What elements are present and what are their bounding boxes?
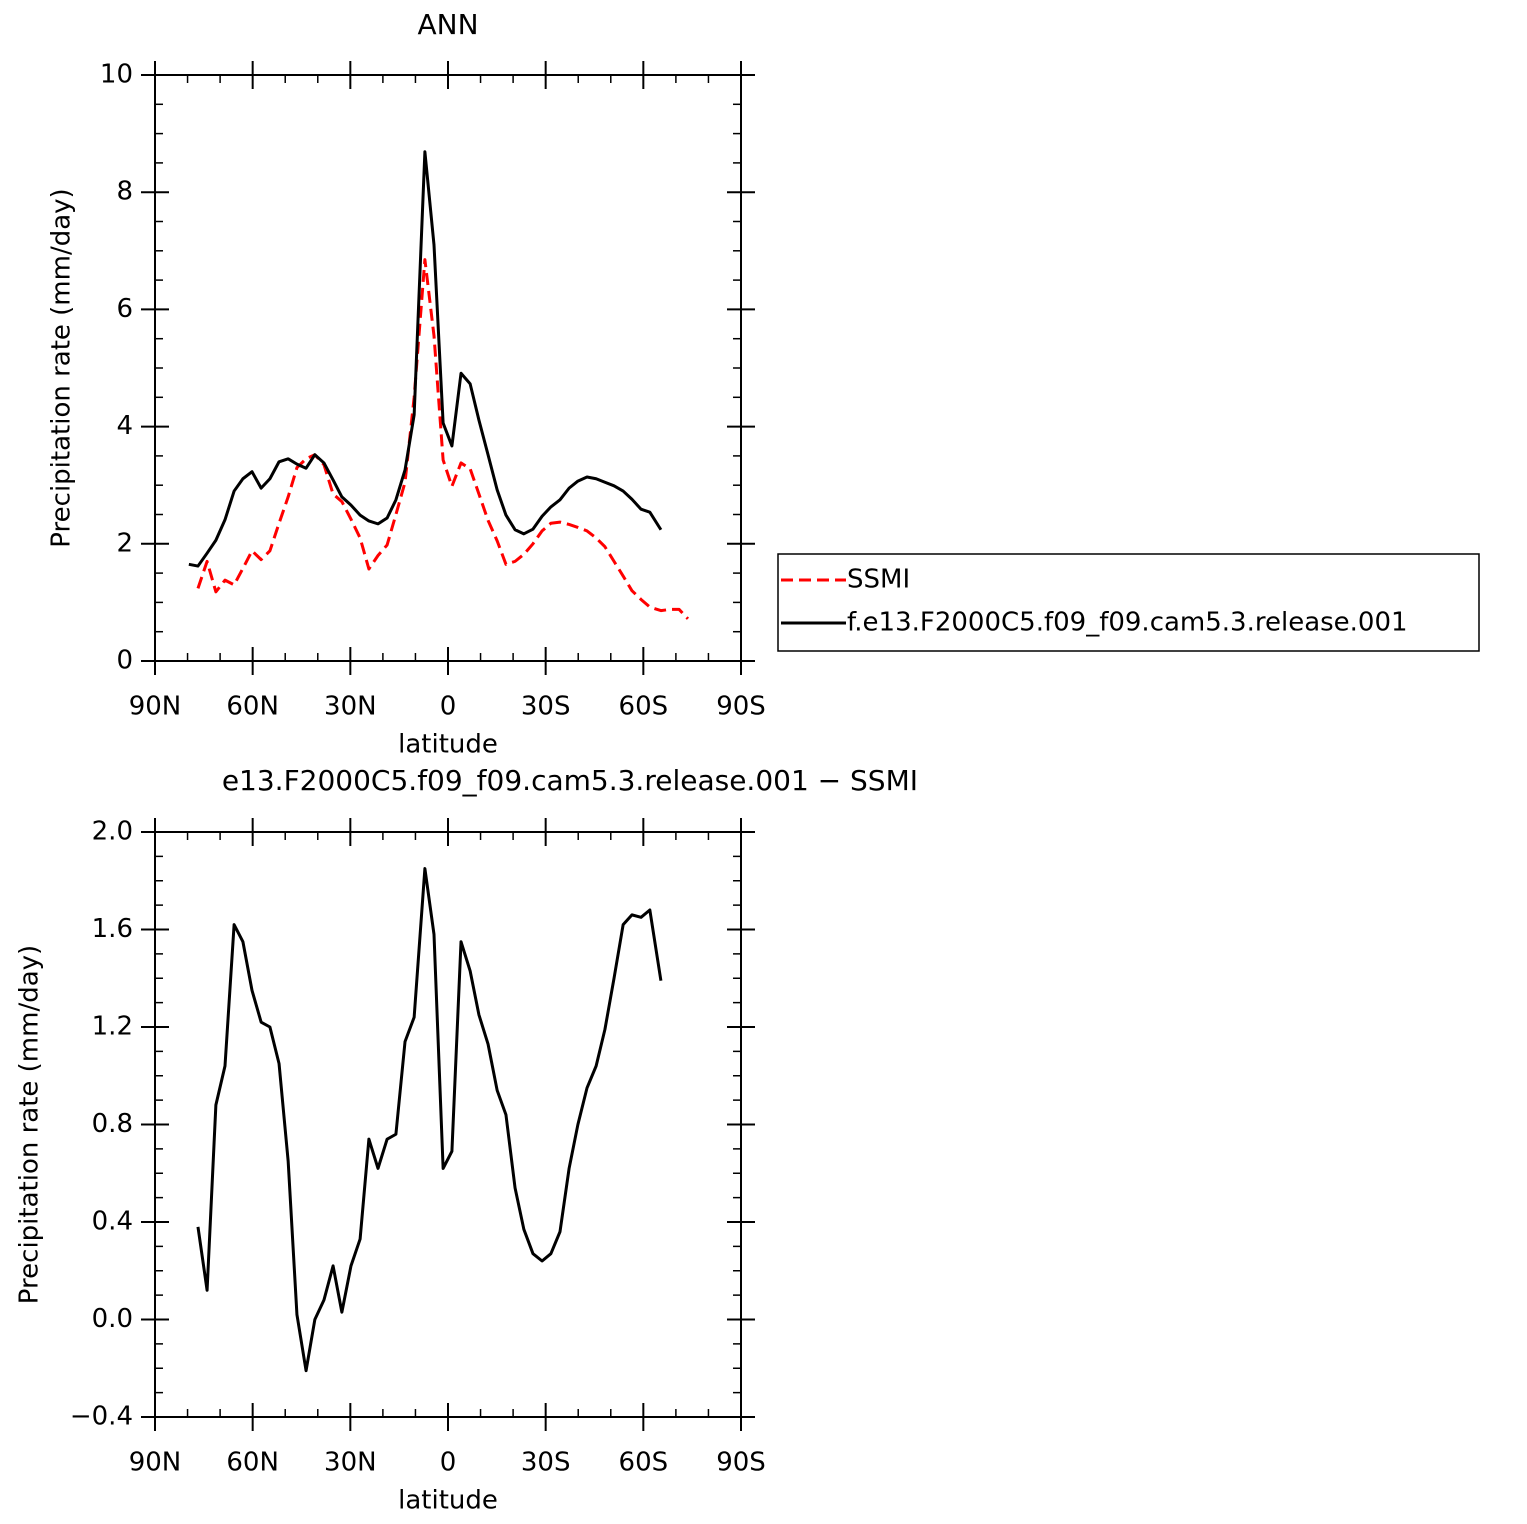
y-tick-label: 0.4	[92, 1207, 133, 1237]
x-tick-label: 30N	[324, 1448, 377, 1478]
x-tick-label: 90S	[716, 692, 766, 722]
x-tick-label: 60S	[619, 1448, 669, 1478]
x-tick-label: 0	[440, 692, 457, 722]
x-axis-label: latitude	[398, 730, 498, 760]
legend-box	[777, 553, 1480, 652]
y-tick-label: 6	[116, 294, 133, 324]
y-tick-label: 8	[116, 177, 133, 207]
y-tick-label: 10	[100, 60, 133, 90]
y-tick-label: 0	[116, 646, 133, 676]
data-line	[196, 867, 663, 1373]
plot-frame	[154, 831, 742, 1418]
x-tick-label: 90S	[716, 1448, 766, 1478]
x-tick-label: 0	[440, 1448, 457, 1478]
data-line	[188, 150, 663, 568]
x-tick-label: 30S	[521, 692, 571, 722]
chart-title: ANN	[417, 8, 478, 41]
x-tick-label: 30S	[521, 1448, 571, 1478]
y-tick-label: −0.4	[70, 1402, 133, 1432]
y-tick-label: 2	[116, 528, 133, 558]
y-tick-label: 4	[116, 411, 133, 441]
x-tick-label: 90N	[129, 692, 182, 722]
data-line	[196, 258, 690, 620]
chart-title: e13.F2000C5.f09_f09.cam5.3.release.001 −…	[222, 764, 918, 797]
x-tick-label: 90N	[129, 1448, 182, 1478]
x-axis-label: latitude	[398, 1486, 498, 1516]
y-tick-label: 0.8	[92, 1109, 133, 1139]
x-tick-label: 60N	[226, 1448, 279, 1478]
y-axis-label: Precipitation rate (mm/day)	[15, 945, 45, 1304]
y-tick-label: 2.0	[92, 817, 133, 847]
plot-frame	[154, 74, 742, 662]
y-tick-label: 1.2	[92, 1012, 133, 1042]
legend-label: SSMI	[847, 565, 910, 595]
x-tick-label: 30N	[324, 692, 377, 722]
x-tick-label: 60N	[226, 692, 279, 722]
x-tick-label: 60S	[619, 692, 669, 722]
y-tick-label: 0.0	[92, 1304, 133, 1334]
legend-label: f.e13.F2000C5.f09_f09.cam5.3.release.001	[847, 608, 1408, 638]
y-axis-label: Precipitation rate (mm/day)	[47, 188, 77, 547]
y-tick-label: 1.6	[92, 914, 133, 944]
